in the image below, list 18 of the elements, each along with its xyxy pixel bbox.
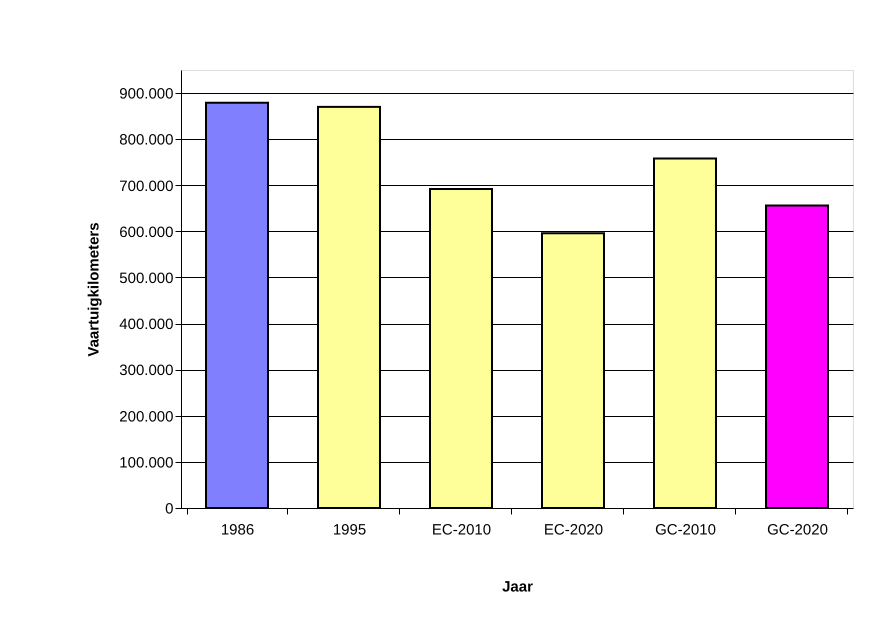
y-axis-title: Vaartuigkilometers — [85, 222, 102, 357]
x-tick-label: EC-2020 — [544, 522, 604, 538]
y-tick-label: 800.000 — [119, 132, 174, 149]
y-tick-label: 500.000 — [119, 270, 174, 287]
x-tick-label: EC-2010 — [432, 522, 492, 538]
y-tick-label: 600.000 — [119, 224, 174, 241]
y-tick-label: 0 — [165, 500, 174, 518]
y-tick-label: 200.000 — [119, 408, 174, 426]
x-tick-label: GC-2020 — [767, 522, 828, 538]
y-tick-label: 100.000 — [119, 454, 174, 472]
x-axis-title: Jaar — [502, 578, 534, 596]
x-tick-label: GC-2010 — [655, 522, 716, 538]
y-tick-label: 400.000 — [119, 316, 174, 334]
x-tick-label: 1986 — [220, 522, 254, 538]
y-tick-label: 300.000 — [119, 362, 174, 380]
y-tick-label: 900.000 — [119, 86, 174, 103]
x-tick-label: 1995 — [332, 522, 366, 538]
y-tick-label: 700.000 — [119, 178, 174, 195]
